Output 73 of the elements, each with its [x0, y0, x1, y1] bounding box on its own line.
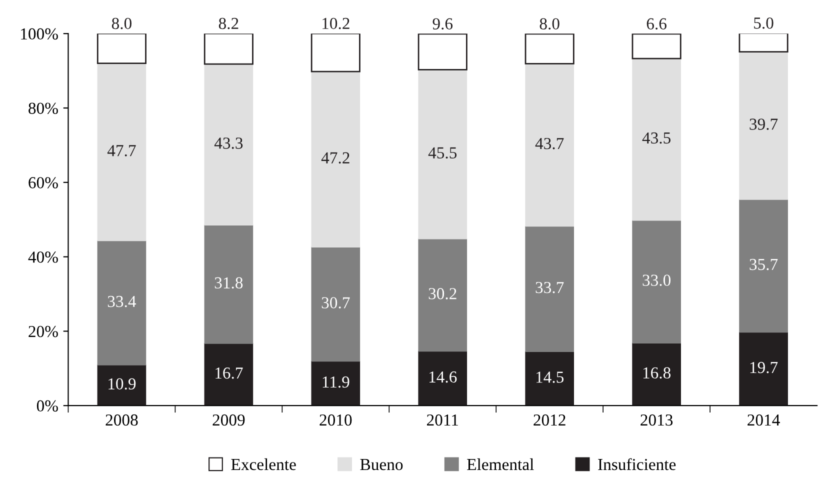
bar: [525, 226, 574, 352]
data-label: 33.4: [108, 296, 136, 308]
bar: [632, 34, 682, 60]
bar: [311, 360, 360, 406]
y-tick-label: 0%: [36, 400, 58, 412]
data-label: 5.0: [754, 17, 774, 29]
bar: [97, 63, 146, 242]
data-label: 8.0: [112, 18, 132, 30]
data-label: 11.9: [322, 376, 350, 388]
data-label: 8.0: [540, 18, 560, 30]
bar: [738, 34, 788, 53]
data-label: 43.3: [214, 138, 243, 149]
bar: [739, 332, 788, 406]
bar: [632, 342, 681, 406]
x-tick-label: 2013: [640, 414, 673, 426]
bar: [525, 63, 574, 227]
data-label: 30.7: [322, 297, 350, 308]
legend-label: Insuficiente: [598, 458, 676, 470]
bar: [311, 71, 360, 248]
data-label: 33.7: [536, 282, 564, 294]
bar: [418, 34, 468, 70]
data-label: 43.7: [535, 138, 564, 150]
data-label: 14.5: [536, 372, 564, 383]
x-tick-label: 2014: [748, 414, 780, 426]
data-label: 8.2: [218, 18, 238, 30]
data-label: 45.5: [428, 147, 457, 159]
data-label: 19.7: [750, 362, 778, 374]
data-label: 14.6: [430, 371, 457, 383]
bar: [525, 351, 574, 406]
bar: [204, 64, 254, 226]
bar: [632, 58, 681, 221]
bar: [97, 364, 146, 406]
data-label: 35.7: [750, 258, 778, 270]
legend-label: Excelente: [231, 458, 296, 470]
bar: [204, 343, 254, 406]
legend-label: Elemental: [467, 458, 534, 470]
data-label: 16.8: [643, 367, 671, 379]
bar: [524, 34, 574, 64]
legend-label: Bueno: [360, 459, 403, 470]
data-label: 6.6: [646, 18, 666, 30]
x-tick-label: 2011: [427, 414, 458, 426]
x-tick-label: 2010: [320, 414, 352, 426]
y-tick-label: 40%: [28, 252, 58, 263]
bar: [204, 34, 254, 65]
bar: [204, 224, 254, 344]
bar: [310, 34, 360, 72]
bar: [418, 69, 468, 240]
data-label: 30.2: [428, 288, 456, 300]
data-label: 43.5: [642, 132, 670, 144]
data-label: 33.0: [642, 274, 671, 286]
bar: [311, 246, 360, 362]
y-tick-label: 100%: [21, 28, 58, 40]
x-tick-label: 2008: [106, 414, 138, 426]
data-label: 31.8: [214, 277, 243, 289]
x-tick-label: 2009: [212, 414, 245, 426]
data-label: 10.9: [108, 378, 136, 390]
bar: [739, 199, 788, 333]
bar: [632, 220, 681, 344]
data-label: 9.6: [432, 18, 453, 30]
x-tick-label: 2012: [534, 414, 566, 426]
y-tick-label: 20%: [28, 326, 58, 338]
data-label: 47.7: [107, 145, 136, 156]
y-tick-label: 80%: [28, 102, 58, 114]
bar: [418, 238, 468, 352]
bar: [96, 34, 146, 64]
data-label: 47.2: [321, 152, 350, 164]
y-tick-label: 60%: [28, 177, 58, 188]
bar: [97, 240, 146, 366]
data-label: 16.7: [216, 368, 243, 379]
bar: [418, 350, 468, 406]
data-label: 39.7: [750, 118, 778, 130]
bar: [739, 51, 788, 200]
data-label: 10.2: [322, 18, 350, 30]
